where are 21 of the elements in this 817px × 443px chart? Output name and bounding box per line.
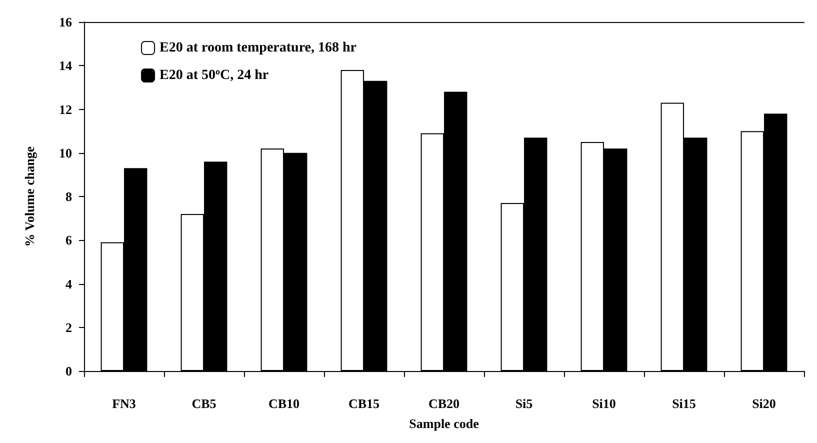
y-tick-label: 10 [59,145,72,160]
y-axis-title: % Volume change [22,146,37,247]
x-tick-label: CB15 [348,396,380,411]
x-tick-label: CB5 [192,396,217,411]
x-tick-label: Si10 [592,396,616,411]
y-tick-label: 8 [66,189,72,204]
x-tick-label: Si5 [515,396,534,411]
y-tick-label: 2 [66,320,72,335]
x-tick-label: FN3 [112,396,136,411]
x-tick-label: Si20 [752,396,776,411]
x-tick-label: CB10 [268,396,300,411]
y-tick-label: 4 [66,276,72,292]
y-tick-label: 0 [66,364,72,378]
y-tick-label: 12 [59,102,72,117]
x-tick-label: Si15 [672,396,696,411]
legend-label: E20 at room temperature, 168 hr [160,40,356,56]
x-tick-label: CB20 [428,396,460,411]
y-tick-label: 6 [66,232,72,248]
x-axis-title: Sample code [409,416,480,431]
y-tick-label: 14 [59,58,72,74]
y-tick-label: 16 [59,14,72,30]
